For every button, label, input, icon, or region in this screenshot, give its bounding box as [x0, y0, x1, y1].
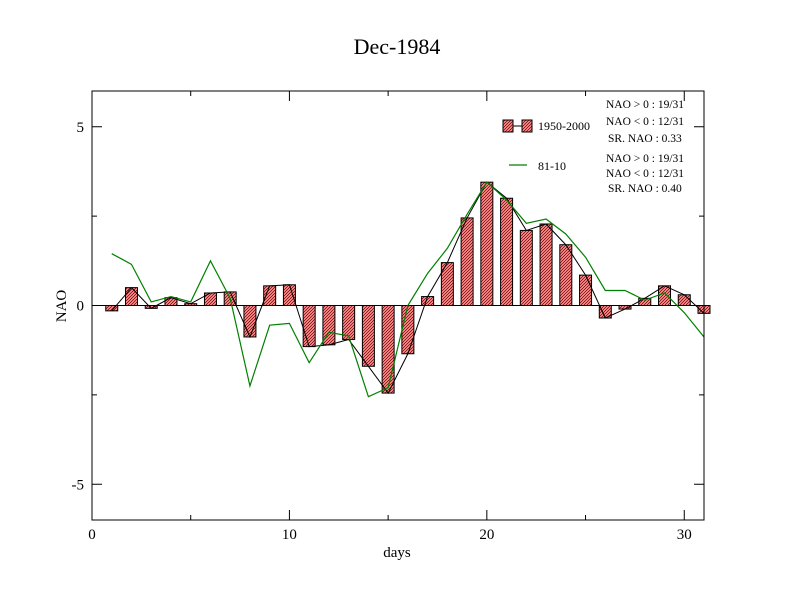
legend-label-1950-2000: 1950-2000: [538, 119, 590, 133]
bar-day-28: [638, 297, 652, 307]
bar-day-30: [677, 294, 691, 306]
x-tick-label: 20: [479, 527, 494, 543]
bar-day-15: [381, 305, 395, 394]
x-axis-label: days: [383, 545, 411, 561]
legend-stat-81-10: SR. NAO : 0.40: [608, 183, 682, 195]
series-line-1950-2000: [111, 181, 705, 395]
y-tick-label: 5: [77, 120, 85, 136]
legend-stat-1950-2000: NAO > 0 : 19/31: [606, 99, 684, 111]
bar-day-20: [480, 181, 494, 307]
bar-day-16: [401, 305, 415, 355]
x-tick-label: 10: [282, 527, 297, 543]
bar-day-14: [361, 305, 375, 367]
bar-day-21: [500, 197, 514, 306]
bar-day-8: [243, 305, 257, 338]
legend-label-81-10: 81-10: [538, 159, 566, 173]
x-tick-label: 0: [88, 527, 96, 543]
x-tick-label: 30: [677, 527, 692, 543]
bar-day-10: [282, 284, 296, 307]
bar-day-25: [579, 274, 593, 306]
bar-day-24: [559, 244, 573, 307]
bar-day-23: [539, 223, 553, 307]
y-axis-label: NAO: [54, 290, 70, 323]
legend-stat-1950-2000: SR. NAO : 0.33: [608, 133, 682, 145]
legend-stat-1950-2000: NAO < 0 : 12/31: [606, 116, 684, 128]
bar-day-22: [519, 229, 533, 306]
y-tick-label: -5: [72, 477, 85, 493]
bar-day-19: [460, 217, 474, 307]
bar-day-11: [302, 305, 316, 348]
chart-title: Dec-1984: [354, 34, 441, 59]
legend-swatch-bar-left: [502, 119, 514, 133]
legend-stat-81-10: NAO > 0 : 19/31: [606, 153, 684, 165]
bar-day-2: [124, 287, 138, 306]
legend-stat-81-10: NAO < 0 : 12/31: [606, 168, 684, 180]
series-line-81-10: [111, 181, 705, 398]
legend-swatch-bar-right: [521, 119, 533, 133]
plot-area: 0 10 20 30 -5 0 5: [72, 90, 711, 543]
legend: 1950-2000 NAO > 0 : 19/31 NAO < 0 : 12/31 S…: [502, 99, 684, 195]
bar-day-13: [342, 305, 356, 340]
y-tick-label: 0: [77, 299, 85, 315]
